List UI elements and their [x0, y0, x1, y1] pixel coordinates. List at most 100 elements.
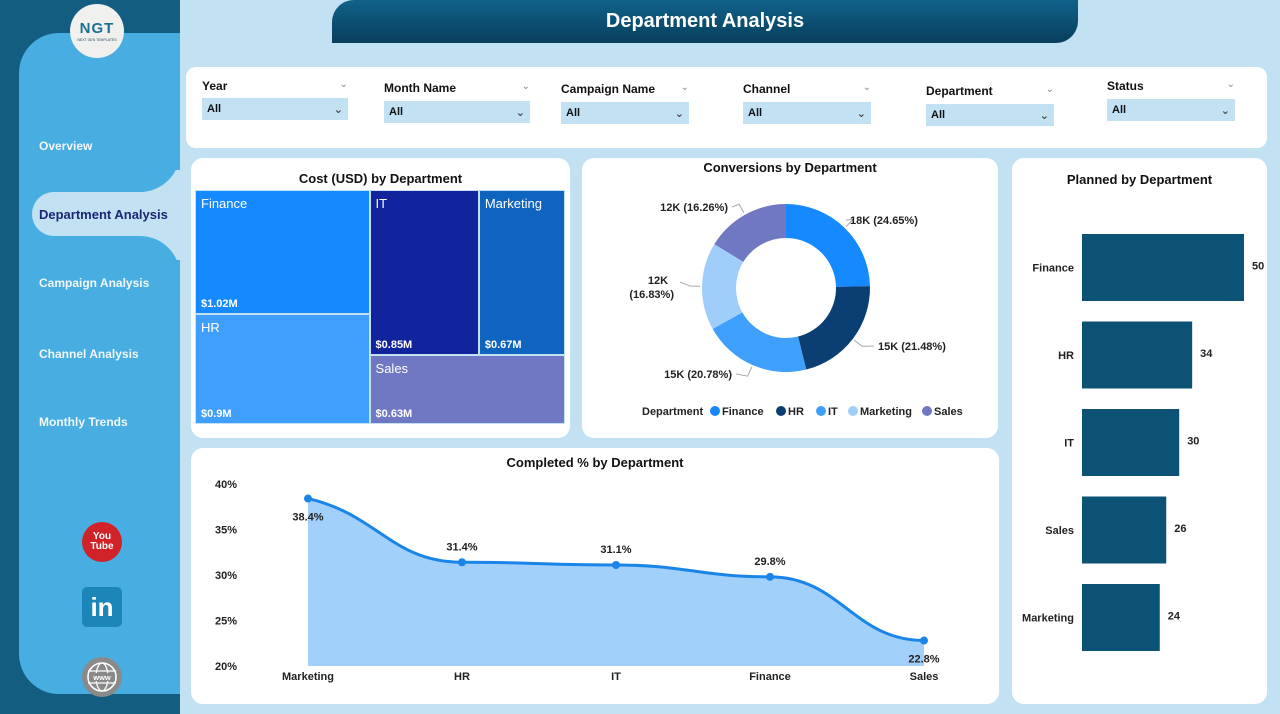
year-dropdown[interactable]: All ⌄	[202, 98, 348, 120]
dropdown-value: All	[207, 103, 222, 115]
area-fill	[308, 498, 924, 666]
tile-label: IT	[375, 196, 388, 211]
filter-bar: Year ⌄ All ⌄ Month Name ⌄ All ⌄ Campaign N…	[186, 67, 1267, 148]
category-label: Marketing	[1022, 613, 1074, 625]
data-point-hr	[458, 558, 466, 567]
filter-label: Month Name	[384, 81, 456, 95]
tile-value: $0.63M	[375, 407, 413, 420]
bar-sales	[1082, 496, 1167, 564]
chart-title: Completed % by Department	[506, 455, 684, 470]
dropdown-value: All	[1112, 104, 1127, 116]
chevron-down-icon: ⌄	[515, 106, 525, 119]
planned-by-department-card: Planned by Department Finance 50 HR 34 IT 30 S…	[1012, 158, 1267, 704]
data-label: 38.4%	[292, 512, 323, 524]
filter-department: Department ⌄ All ⌄	[926, 84, 1054, 126]
data-label: 22.8%	[908, 654, 939, 666]
filter-label: Year	[202, 79, 228, 93]
y-tick-label: 25%	[215, 616, 237, 628]
website-icon-text: www	[92, 673, 111, 682]
donut-slice-sales	[714, 204, 786, 262]
month-name-dropdown[interactable]: All ⌄	[384, 101, 530, 123]
sidebar-item-campaign-analysis[interactable]: Campaign Analysis	[39, 276, 150, 290]
tile-value: $0.85M	[375, 339, 413, 352]
category-label: Finance	[1032, 263, 1074, 275]
chevron-down-icon[interactable]: ⌄	[1226, 79, 1235, 90]
leader-line	[731, 203, 745, 214]
youtube-icon[interactable]: You Tube	[82, 522, 122, 562]
department-dropdown[interactable]: All ⌄	[926, 104, 1054, 126]
chevron-down-icon[interactable]: ⌄	[521, 81, 530, 92]
tile-value: $0.67M	[484, 339, 522, 352]
legend-marker-marketing	[848, 406, 858, 416]
treemap-tile-marketing[interactable]: Marketing $0.67M	[478, 190, 565, 356]
treemap-tile-it[interactable]: IT $0.85M	[369, 190, 479, 356]
legend-marker-hr	[776, 406, 786, 416]
category-label: HR	[1058, 350, 1074, 362]
legend-item-finance: Finance	[722, 406, 764, 418]
chevron-down-icon: ⌄	[1039, 109, 1049, 122]
leader-line	[735, 366, 753, 377]
chevron-down-icon: ⌄	[1220, 104, 1230, 117]
sidebar-item-channel-analysis[interactable]: Channel Analysis	[39, 347, 139, 361]
chevron-down-icon[interactable]: ⌄	[1045, 84, 1054, 95]
leader-line	[845, 218, 855, 227]
treemap-tile-sales[interactable]: Sales $0.63M	[369, 355, 565, 424]
category-label: Sales	[1045, 525, 1074, 537]
y-tick-label: 35%	[215, 525, 237, 537]
tile-label: Finance	[201, 196, 248, 211]
data-label: 12K	[648, 275, 668, 287]
chevron-down-icon[interactable]: ⌄	[862, 82, 871, 93]
campaign-name-dropdown[interactable]: All ⌄	[561, 102, 689, 124]
linkedin-icon-text: in	[90, 591, 114, 622]
category-label: IT	[1064, 438, 1074, 450]
logo: NGT NEXT GEN TEMPLATES	[70, 4, 124, 58]
tile-label: HR	[201, 320, 220, 336]
dropdown-value: All	[931, 109, 946, 121]
sidebar-panel	[19, 33, 180, 694]
filter-month-name: Month Name ⌄ All ⌄	[384, 81, 530, 123]
data-label: 30	[1187, 436, 1199, 448]
data-label: (16.83%)	[629, 289, 674, 301]
filter-label: Channel	[743, 82, 791, 96]
data-point-sales	[920, 636, 928, 645]
filter-year: Year ⌄ All ⌄	[202, 79, 348, 120]
data-label: 50	[1252, 261, 1264, 273]
status-dropdown[interactable]: All ⌄	[1107, 99, 1235, 121]
x-tick-label: IT	[611, 671, 621, 683]
chevron-down-icon[interactable]: ⌄	[680, 82, 689, 93]
bar-it	[1082, 409, 1180, 476]
leader-line	[679, 281, 701, 287]
bar-hr	[1082, 321, 1193, 389]
data-point-marketing	[304, 494, 312, 503]
treemap-tile-finance[interactable]: Finance $1.02M	[195, 190, 370, 315]
sidebar-item-monthly-trends[interactable]: Monthly Trends	[39, 415, 128, 429]
data-point-it	[612, 560, 620, 569]
page-header: Department Analysis	[332, 0, 1078, 43]
y-tick-label: 20%	[215, 661, 237, 673]
dropdown-value: All	[748, 107, 763, 119]
website-globe-icon[interactable]: www	[82, 657, 122, 697]
treemap-tile-hr[interactable]: HR $0.9M	[195, 314, 370, 424]
chart-title: Cost (USD) by Department	[298, 171, 463, 186]
data-label: 34	[1200, 348, 1213, 360]
linkedin-icon[interactable]: in	[82, 587, 122, 627]
sidebar-item-department-analysis[interactable]: Department Analysis	[39, 207, 168, 222]
x-tick-label: Sales	[910, 671, 939, 683]
data-label: 31.4%	[446, 541, 477, 553]
sidebar-item-overview[interactable]: Overview	[39, 139, 93, 153]
donut-slice-hr	[798, 286, 870, 370]
tile-label: Sales	[375, 361, 409, 377]
chevron-down-icon: ⌄	[856, 107, 866, 120]
bar-finance	[1082, 234, 1244, 301]
legend-item-hr: HR	[788, 406, 804, 418]
data-label: 12K (16.26%)	[660, 202, 728, 214]
channel-dropdown[interactable]: All ⌄	[743, 102, 871, 124]
data-label: 31.1%	[600, 544, 631, 556]
donut-chart: 18K (24.65%) 15K (21.48%) 15K (20.78%) 12K (…	[629, 202, 962, 418]
chevron-down-icon[interactable]: ⌄	[339, 79, 348, 90]
youtube-icon-bottom: Tube	[90, 541, 114, 552]
donut-slice-marketing	[702, 244, 744, 329]
data-point-finance	[766, 572, 774, 581]
data-label: 18K (24.65%)	[850, 215, 918, 227]
legend-title: Department	[642, 406, 703, 418]
